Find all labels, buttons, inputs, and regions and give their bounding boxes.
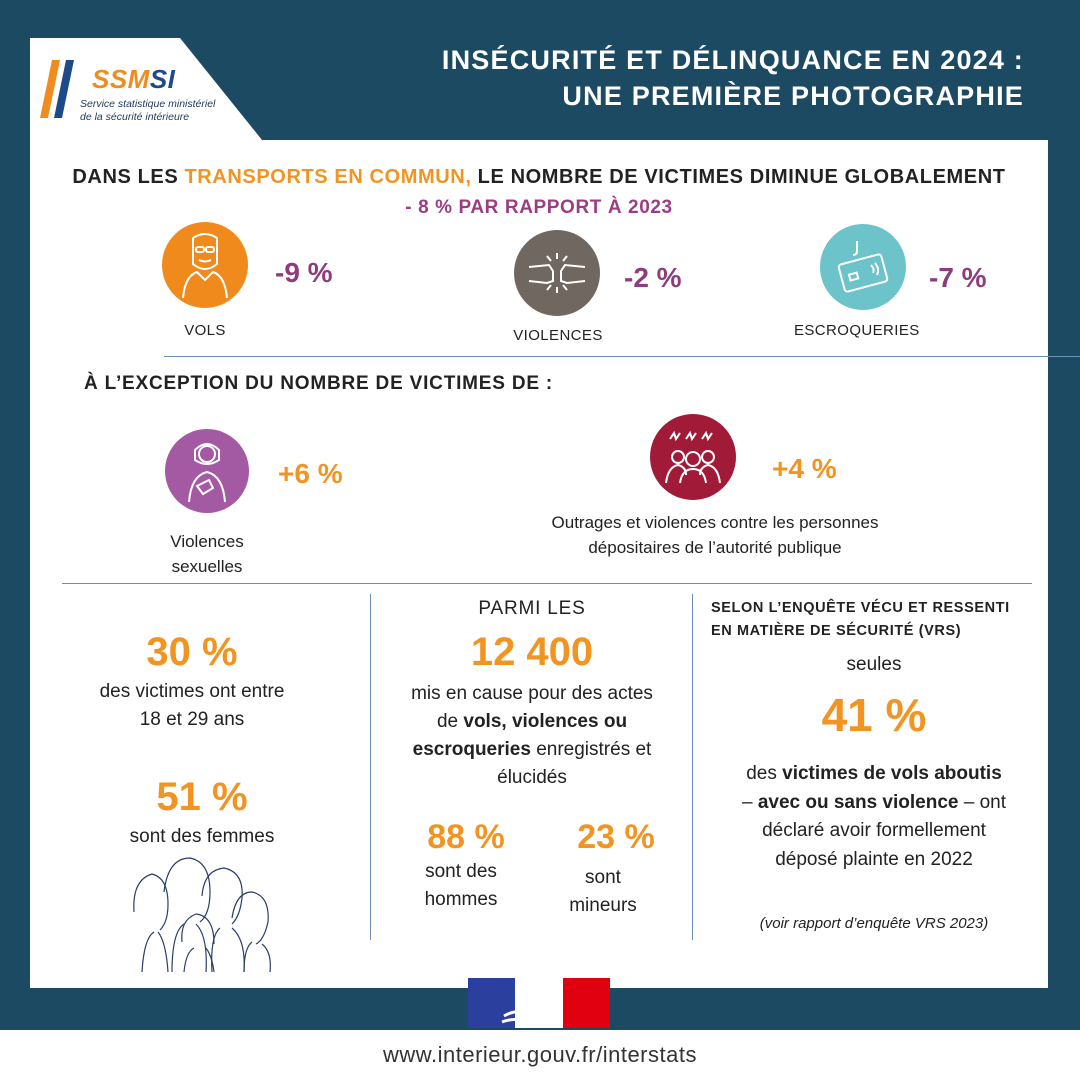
stat-accused-text: mis en cause pour des actes de vols, vio…: [411, 683, 653, 789]
stat-minors-value: 23 %: [577, 818, 655, 856]
stat-women-value: 51 %: [156, 775, 248, 819]
exception-title: À L’EXCEPTION DU NOMBRE DE VICTIMES DE :: [84, 373, 554, 394]
category-violences-value: -2 %: [624, 262, 682, 293]
exception-authority-value: +4 %: [772, 453, 837, 484]
exception-sexual-circle: [165, 429, 249, 513]
category-violences-circle: [514, 230, 600, 316]
exception-authority-circle: [650, 414, 736, 500]
stat-age-value: 30 %: [146, 630, 238, 674]
category-escroqueries-label: ESCROQUERIES: [794, 322, 920, 339]
category-violences-label: VIOLENCES: [513, 327, 603, 344]
stat-men-text: sont des hommes: [424, 861, 498, 910]
angry-group-icon: [665, 430, 721, 484]
headline: DANS LES TRANSPORTS EN COMMUN, LE NOMBRE…: [72, 166, 1006, 188]
stat-minors-text: sont mineurs: [569, 867, 637, 916]
fists-clash-icon: [528, 253, 586, 293]
divider-middle: [62, 583, 1032, 584]
footer-bar: [0, 1030, 1080, 1080]
exception-authority-label: Outrages et violences contre les personn…: [551, 513, 879, 557]
logo-subtitle: Service statistique ministériel de la sé…: [80, 98, 216, 124]
stat-vrs-title: SELON L’ENQUÊTE VÉCU ET RESSENTI EN MATI…: [711, 600, 1010, 640]
divider-top: [164, 356, 1080, 357]
women-group-icon: [133, 857, 271, 972]
category-escroqueries-circle: [820, 224, 906, 310]
divider-col2: [692, 594, 693, 940]
divider-col1: [370, 594, 371, 940]
stat-men-value: 88 %: [427, 818, 505, 856]
headline-subline: - 8 % PAR RAPPORT À 2023: [405, 197, 673, 218]
category-vols-label: VOLS: [184, 322, 226, 339]
page-title: INSÉCURITÉ ET DÉLINQUANCE EN 2024 : UNE …: [441, 45, 1024, 112]
stat-vrs-note: (voir rapport d’enquête VRS 2023): [759, 915, 989, 932]
category-escroqueries-value: -7 %: [929, 262, 987, 293]
masked-thief-icon: [182, 233, 228, 299]
exception-sexual-label: Violences sexuelles: [170, 532, 244, 576]
stat-accused-value: 12 400: [470, 630, 594, 674]
stat-women-text: sont des femmes: [129, 826, 275, 847]
card-phishing-icon: [837, 241, 889, 293]
logo-name: SSMSI: [92, 64, 176, 94]
footer-url-link[interactable]: www.interieur.gouv.fr/interstats: [383, 1042, 697, 1067]
stat-vrs-text: des victimes de vols aboutis – avec ou s…: [741, 763, 1007, 870]
stat-age-text: des victimes ont entre 18 et 29 ans: [99, 681, 285, 730]
stat-vrs-value: 41 %: [821, 689, 927, 741]
exception-sexual-value: +6 %: [278, 458, 343, 489]
category-vols-value: -9 %: [275, 257, 333, 288]
category-vols-circle: [162, 222, 248, 308]
stat-accused-title: PARMI LES: [478, 598, 586, 619]
logo-slashes-icon: [40, 60, 74, 118]
victim-person-icon: [188, 443, 226, 503]
stat-vrs-pre: seules: [846, 654, 902, 675]
marianne-profile-icon: [501, 984, 556, 1028]
